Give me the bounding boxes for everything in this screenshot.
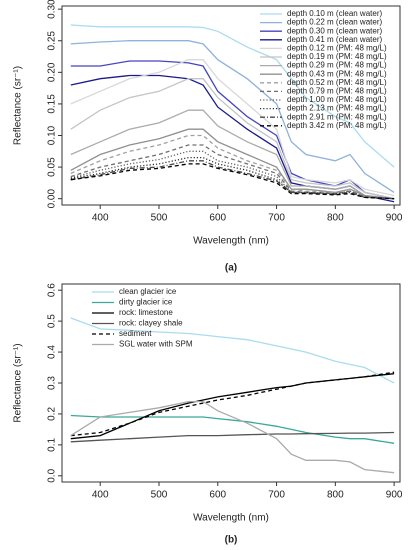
y-tick-label: 0.10 bbox=[47, 125, 58, 145]
x-tick-label: 700 bbox=[268, 490, 285, 501]
legend-label: depth 0.29 m (PM: 48 mg/L) bbox=[287, 61, 387, 70]
chart-title: (a) bbox=[225, 263, 237, 274]
series-line bbox=[70, 160, 395, 200]
series-line bbox=[70, 156, 395, 200]
y-tick-label: 0.30 bbox=[47, 0, 58, 19]
legend-label: depth 0.79 m (PM: 48 mg/L) bbox=[287, 87, 387, 96]
series-line bbox=[70, 128, 395, 200]
legend-label: depth 0.10 m (clean water) bbox=[287, 9, 382, 18]
y-tick-label: 0.5 bbox=[47, 314, 58, 328]
x-tick-label: 400 bbox=[92, 490, 109, 501]
series-line bbox=[70, 40, 395, 193]
series-line bbox=[70, 144, 395, 200]
series-line bbox=[70, 373, 395, 440]
legend-label: SGL water with SPM bbox=[119, 340, 193, 349]
legend-label: depth 0.52 m (PM: 48 mg/L) bbox=[287, 78, 387, 87]
legend-label: depth 0.19 m (PM: 48 mg/L) bbox=[287, 52, 387, 61]
y-tick-label: 0.4 bbox=[47, 345, 58, 359]
legend-label: depth 0.12 m (PM: 48 mg/L) bbox=[287, 44, 387, 53]
legend-label: depth 0.43 m (PM: 48 mg/L) bbox=[287, 69, 387, 78]
y-tick-label: 0.05 bbox=[47, 157, 58, 177]
legend-label: depth 0.30 m (clean water) bbox=[287, 26, 382, 35]
y-tick-label: 0.1 bbox=[47, 437, 58, 451]
x-tick-label: 700 bbox=[268, 213, 285, 224]
legend-label: rock: limestone bbox=[119, 308, 173, 317]
x-tick-label: 600 bbox=[209, 490, 226, 501]
y-axis-title: Reflectance (sr⁻¹) bbox=[13, 66, 24, 145]
series-line bbox=[70, 24, 395, 168]
series-line bbox=[70, 59, 395, 197]
x-tick-label: 500 bbox=[151, 490, 168, 501]
series-line bbox=[70, 60, 395, 200]
y-tick-label: 0.20 bbox=[47, 62, 58, 82]
legend-label: depth 0.41 m (clean water) bbox=[287, 35, 382, 44]
series-line bbox=[70, 414, 395, 444]
legend-label: depth 0.22 m (clean water) bbox=[287, 18, 382, 27]
chart-title: (b) bbox=[225, 535, 238, 546]
series-line bbox=[70, 317, 395, 384]
x-tick-label: 400 bbox=[92, 213, 109, 224]
series-line bbox=[70, 163, 395, 200]
series-line bbox=[70, 400, 395, 474]
y-tick-label: 0.2 bbox=[47, 407, 58, 421]
y-tick-label: 0.6 bbox=[47, 283, 58, 297]
y-tick-label: 0.0 bbox=[47, 468, 58, 482]
y-axis-title: Reflectance (sr⁻¹) bbox=[13, 343, 24, 422]
y-tick-label: 0.25 bbox=[47, 31, 58, 51]
x-tick-label: 600 bbox=[209, 213, 226, 224]
legend-label: rock: clayey shale bbox=[119, 319, 183, 328]
series-line bbox=[70, 150, 395, 200]
legend-label: dirty glacier ice bbox=[119, 298, 173, 307]
series-line bbox=[70, 431, 395, 443]
y-tick-label: 0.00 bbox=[47, 189, 58, 209]
x-axis-title: Wavelength (nm) bbox=[193, 513, 269, 524]
y-tick-label: 0.3 bbox=[47, 376, 58, 390]
y-tick-label: 0.15 bbox=[47, 94, 58, 114]
x-tick-label: 500 bbox=[151, 213, 168, 224]
legend-label: depth 2.91 m (PM: 48 mg/L) bbox=[287, 112, 387, 121]
x-tick-label: 900 bbox=[386, 490, 403, 501]
plot-frame bbox=[61, 5, 401, 206]
x-tick-label: 800 bbox=[327, 490, 344, 501]
series-line bbox=[70, 134, 395, 200]
legend-label: clean glacier ice bbox=[119, 287, 177, 296]
legend-label: depth 2.13 m (PM: 48 mg/L) bbox=[287, 104, 387, 113]
x-tick-label: 800 bbox=[327, 213, 344, 224]
legend-label: sediment bbox=[119, 329, 152, 338]
series-line bbox=[70, 78, 395, 200]
legend-label: depth 3.42 m (PM: 48 mg/L) bbox=[287, 121, 387, 130]
series-line bbox=[70, 109, 395, 200]
plot-frame bbox=[61, 283, 401, 483]
x-tick-label: 900 bbox=[386, 213, 403, 224]
x-axis-title: Wavelength (nm) bbox=[193, 236, 269, 247]
series-line bbox=[70, 371, 395, 437]
legend-label: depth 1.00 m (PM: 48 mg/L) bbox=[287, 95, 387, 104]
